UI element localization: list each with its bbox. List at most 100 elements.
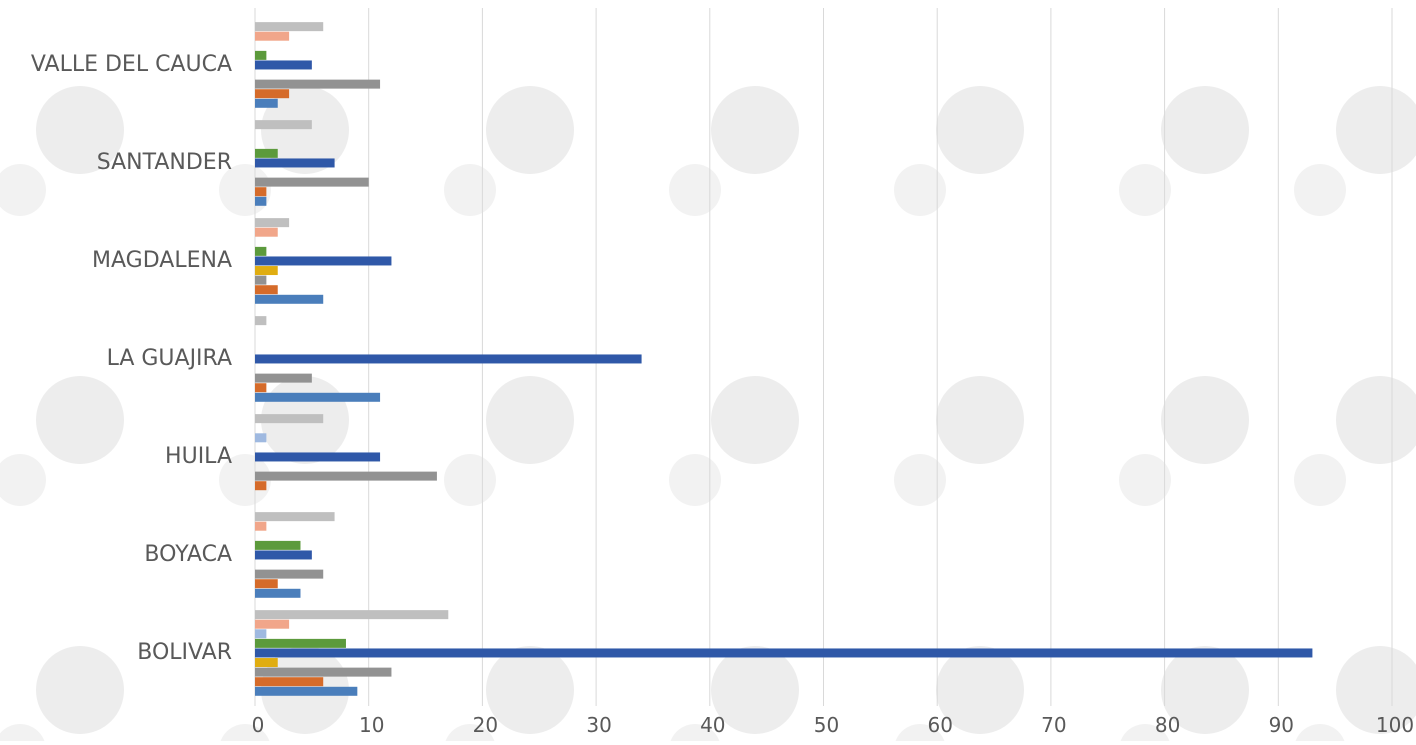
bar (255, 569, 324, 579)
category-label: SANTANDER (97, 150, 232, 175)
watermark-circle (1119, 454, 1171, 506)
bar (255, 158, 335, 168)
bar (255, 256, 392, 266)
watermark-circle (711, 376, 799, 464)
watermark-circle (0, 724, 46, 745)
bar (255, 50, 267, 60)
watermark-circle (936, 646, 1024, 734)
bar (255, 294, 324, 304)
bar (255, 187, 267, 197)
category-label: MAGDALENA (92, 248, 232, 273)
watermark-circle (1336, 646, 1416, 734)
watermark-circle (444, 164, 496, 216)
bar (255, 677, 324, 687)
watermark-circle (444, 454, 496, 506)
bar (255, 471, 437, 481)
category-label: BOYACA (144, 542, 232, 567)
watermark-circle (669, 454, 721, 506)
x-tick-label: 60 (927, 713, 952, 737)
watermark-circle (486, 376, 574, 464)
bar (255, 148, 278, 158)
bar (255, 638, 346, 648)
watermark-circle (894, 724, 946, 745)
bar (255, 218, 290, 228)
watermark-circle (711, 646, 799, 734)
bar (255, 79, 381, 89)
watermark-circle (936, 86, 1024, 174)
bar (255, 285, 278, 295)
bar (255, 433, 267, 443)
bar (255, 579, 278, 589)
watermark (0, 86, 1416, 745)
bar (255, 227, 278, 237)
watermark-circle (36, 646, 124, 734)
watermark-circle (1161, 376, 1249, 464)
watermark-circle (486, 646, 574, 734)
watermark-circle (894, 454, 946, 506)
bar (255, 550, 312, 560)
watermark-circle (669, 164, 721, 216)
watermark-circle (444, 724, 496, 745)
bar (255, 540, 301, 550)
category-labels: BOLIVAR BOYACA HUILA LA GUAJIRA MAGDALENA SAN… (31, 52, 232, 665)
bar (255, 60, 312, 70)
watermark-circle (1294, 724, 1346, 745)
watermark-circle (669, 724, 721, 745)
bar (255, 354, 642, 364)
bar (255, 31, 290, 41)
watermark-circle (894, 164, 946, 216)
bar (255, 629, 267, 639)
watermark-circle (0, 454, 46, 506)
bar (255, 177, 369, 187)
bar (255, 246, 267, 256)
watermark-circle (1294, 164, 1346, 216)
bar (255, 658, 278, 668)
category-label: BOLIVAR (137, 640, 232, 665)
watermark-circle (1336, 86, 1416, 174)
bar (255, 266, 278, 276)
watermark-circle (1119, 164, 1171, 216)
x-tick-label: 0 (252, 713, 265, 737)
category-label: HUILA (165, 444, 232, 469)
watermark-circle (1119, 724, 1171, 745)
watermark-circle (219, 454, 271, 506)
bar (255, 610, 449, 620)
bar (255, 414, 324, 424)
watermark-circle (1161, 646, 1249, 734)
watermark-circle (1161, 86, 1249, 174)
x-tick-label: 40 (700, 713, 725, 737)
bar (255, 89, 290, 99)
bar (255, 588, 301, 598)
x-tick-labels: 0 10 20 30 40 50 60 70 80 90 100 (252, 713, 1414, 737)
x-tick-label: 80 (1155, 713, 1180, 737)
bar (255, 383, 267, 393)
x-tick-label: 100 (1376, 713, 1414, 737)
watermark-circle (936, 376, 1024, 464)
x-tick-label: 10 (359, 713, 384, 737)
bar (255, 648, 1313, 658)
bar (255, 521, 267, 531)
category-label: LA GUAJIRA (107, 346, 232, 371)
watermark-circle (711, 86, 799, 174)
x-tick-label: 30 (586, 713, 611, 737)
watermark-circle (36, 86, 124, 174)
x-tick-label: 20 (473, 713, 498, 737)
watermark-circle (1294, 454, 1346, 506)
bar (255, 512, 335, 522)
bar (255, 316, 267, 326)
watermark-circle (0, 164, 46, 216)
x-tick-label: 50 (814, 713, 839, 737)
bar (255, 98, 278, 108)
bar (255, 120, 312, 130)
bar (255, 686, 358, 696)
watermark-circle (36, 376, 124, 464)
watermark-circle (219, 724, 271, 745)
bar (255, 481, 267, 491)
x-tick-label: 90 (1269, 713, 1294, 737)
category-label: VALLE DEL CAUCA (31, 52, 232, 77)
x-tick-label: 70 (1041, 713, 1066, 737)
bar (255, 22, 324, 32)
bar (255, 196, 267, 206)
